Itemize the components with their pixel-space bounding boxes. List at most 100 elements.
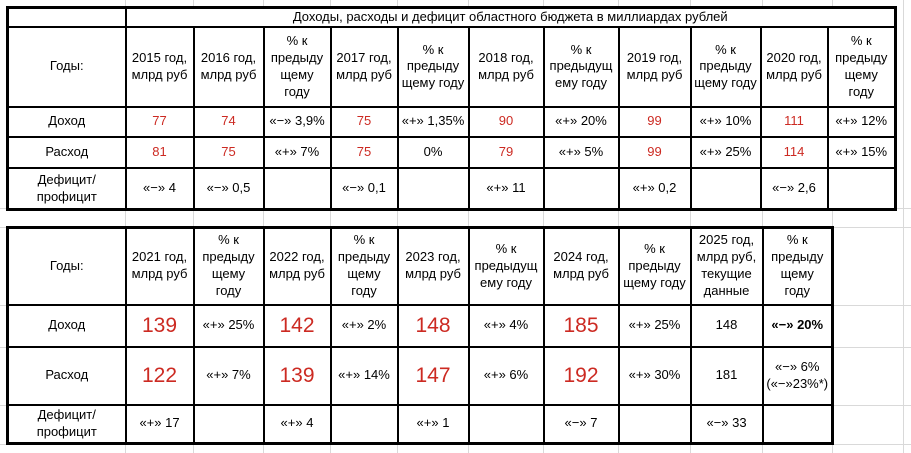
income-label[interactable]: Доход bbox=[6, 303, 127, 348]
deficit-row: Дефицит/ профицит «+» 17 «+» 4 «+» 1 «−»… bbox=[6, 403, 834, 445]
expense-pct-2020[interactable]: «+» 15% bbox=[826, 135, 897, 169]
header-pct-2017[interactable]: % к предыду щему году bbox=[396, 25, 470, 108]
expense-2023[interactable]: 147 bbox=[396, 345, 470, 406]
expense-pct-2016[interactable]: «+» 7% bbox=[262, 135, 332, 169]
deficit-label[interactable]: Дефицит/ профицит bbox=[6, 403, 127, 445]
income-2021[interactable]: 139 bbox=[124, 303, 195, 348]
header-pct-2022[interactable]: % к предыду щему году bbox=[329, 226, 399, 306]
expense-2025[interactable]: 181 bbox=[689, 345, 764, 406]
deficit-2017[interactable]: «−» 0,1 bbox=[329, 166, 399, 211]
deficit-label[interactable]: Дефицит/ профицит bbox=[6, 166, 127, 211]
header-pct-2016[interactable]: % к предыду щему году bbox=[262, 25, 332, 108]
header-pct-2019[interactable]: % к предыду щему году bbox=[689, 25, 762, 108]
deficit-2015[interactable]: «−» 4 bbox=[124, 166, 195, 211]
header-2020[interactable]: 2020 год, млрд руб bbox=[759, 25, 829, 108]
years-label-cell[interactable]: Годы: bbox=[6, 25, 127, 108]
header-2015[interactable]: 2015 год, млрд руб bbox=[124, 25, 195, 108]
header-pct-2023[interactable]: % к предыдущ ему году bbox=[467, 226, 545, 306]
header-2025[interactable]: 2025 год, млрд руб, текущие данные bbox=[689, 226, 764, 306]
deficit-pct-2018[interactable] bbox=[542, 166, 620, 211]
deficit-2024[interactable]: «−» 7 bbox=[542, 403, 620, 445]
deficit-pct-2017[interactable] bbox=[396, 166, 470, 211]
income-pct-2017[interactable]: «+» 1,35% bbox=[396, 105, 470, 138]
header-2022[interactable]: 2022 год, млрд руб bbox=[262, 226, 332, 306]
years-label-cell[interactable]: Годы: bbox=[6, 226, 127, 306]
expense-pct-2018[interactable]: «+» 5% bbox=[542, 135, 620, 169]
income-pct-2024[interactable]: «+» 25% bbox=[617, 303, 692, 348]
header-2016[interactable]: 2016 год, млрд руб bbox=[192, 25, 265, 108]
income-pct-2025[interactable]: «−» 20% bbox=[761, 303, 834, 348]
expense-2019[interactable]: 99 bbox=[617, 135, 692, 169]
expense-pct-2017[interactable]: 0% bbox=[396, 135, 470, 169]
corner-empty-cell[interactable] bbox=[6, 6, 127, 28]
header-2017[interactable]: 2017 год, млрд руб bbox=[329, 25, 399, 108]
income-2025[interactable]: 148 bbox=[689, 303, 764, 348]
income-pct-2016[interactable]: «−» 3,9% bbox=[262, 105, 332, 138]
expense-2018[interactable]: 79 bbox=[467, 135, 545, 169]
income-2019[interactable]: 99 bbox=[617, 105, 692, 138]
expense-label[interactable]: Расход bbox=[6, 135, 127, 169]
deficit-pct-2022[interactable] bbox=[329, 403, 399, 445]
deficit-2023[interactable]: «+» 1 bbox=[396, 403, 470, 445]
header-2021[interactable]: 2021 год, млрд руб bbox=[124, 226, 195, 306]
expense-2022[interactable]: 139 bbox=[262, 345, 332, 406]
expense-pct-2023[interactable]: «+» 6% bbox=[467, 345, 545, 406]
deficit-2018[interactable]: «+» 11 bbox=[467, 166, 545, 211]
income-pct-2022[interactable]: «+» 2% bbox=[329, 303, 399, 348]
table-title[interactable]: Доходы, расходы и дефицит областного бюд… bbox=[124, 6, 897, 28]
expense-pct-2019[interactable]: «+» 25% bbox=[689, 135, 762, 169]
deficit-pct-2019[interactable] bbox=[689, 166, 762, 211]
income-pct-2019[interactable]: «+» 10% bbox=[689, 105, 762, 138]
expense-2015[interactable]: 81 bbox=[124, 135, 195, 169]
income-2022[interactable]: 142 bbox=[262, 303, 332, 348]
income-2020[interactable]: 111 bbox=[759, 105, 829, 138]
budget-table-2021-2025: Годы: 2021 год, млрд руб % к предыду щем… bbox=[6, 226, 834, 445]
income-2017[interactable]: 75 bbox=[329, 105, 399, 138]
income-pct-2020[interactable]: «+» 12% bbox=[826, 105, 897, 138]
deficit-2022[interactable]: «+» 4 bbox=[262, 403, 332, 445]
deficit-2020[interactable]: «−» 2,6 bbox=[759, 166, 829, 211]
deficit-pct-2020[interactable] bbox=[826, 166, 897, 211]
income-pct-2021[interactable]: «+» 25% bbox=[192, 303, 265, 348]
expense-2017[interactable]: 75 bbox=[329, 135, 399, 169]
deficit-pct-2016[interactable] bbox=[262, 166, 332, 211]
expense-pct-2021[interactable]: «+» 7% bbox=[192, 345, 265, 406]
expense-label[interactable]: Расход bbox=[6, 345, 127, 406]
deficit-2016[interactable]: «−» 0,5 bbox=[192, 166, 265, 211]
deficit-2019[interactable]: «+» 0,2 bbox=[617, 166, 692, 211]
header-2023[interactable]: 2023 год, млрд руб bbox=[396, 226, 470, 306]
income-2024[interactable]: 185 bbox=[542, 303, 620, 348]
expense-pct-2022[interactable]: «+» 14% bbox=[329, 345, 399, 406]
income-pct-2018[interactable]: «+» 20% bbox=[542, 105, 620, 138]
expense-pct-2025[interactable]: «−» 6% («−»23%*) bbox=[761, 345, 834, 406]
income-pct-2023[interactable]: «+» 4% bbox=[467, 303, 545, 348]
expense-2021[interactable]: 122 bbox=[124, 345, 195, 406]
deficit-pct-2021[interactable] bbox=[192, 403, 265, 445]
expense-2020[interactable]: 114 bbox=[759, 135, 829, 169]
deficit-pct-2023[interactable] bbox=[467, 403, 545, 445]
deficit-pct-2025[interactable] bbox=[761, 403, 834, 445]
income-label[interactable]: Доход bbox=[6, 105, 127, 138]
deficit-pct-2024[interactable] bbox=[617, 403, 692, 445]
income-2018[interactable]: 90 bbox=[467, 105, 545, 138]
deficit-2021[interactable]: «+» 17 bbox=[124, 403, 195, 445]
header-2019[interactable]: 2019 год, млрд руб bbox=[617, 25, 692, 108]
budget-table-2015-2020: Доходы, расходы и дефицит областного бюд… bbox=[6, 6, 898, 212]
header-2018[interactable]: 2018 год, млрд руб bbox=[467, 25, 545, 108]
header-2024[interactable]: 2024 год, млрд руб bbox=[542, 226, 620, 306]
header-pct-2018[interactable]: % к предыдущ ему году bbox=[542, 25, 620, 108]
income-2015[interactable]: 77 bbox=[124, 105, 195, 138]
title-row: Доходы, расходы и дефицит областного бюд… bbox=[6, 6, 897, 28]
expense-row: Расход 81 75 «+» 7% 75 0% 79 «+» 5% 99 «… bbox=[6, 135, 897, 169]
header-pct-2025[interactable]: % к предыду щему году bbox=[761, 226, 834, 306]
income-2023[interactable]: 148 bbox=[396, 303, 470, 348]
header-pct-2020[interactable]: % к предыду щему году bbox=[826, 25, 897, 108]
header-pct-2021[interactable]: % к предыду щему году bbox=[192, 226, 265, 306]
header-pct-2024[interactable]: % к предыду щему году bbox=[617, 226, 692, 306]
expense-2024[interactable]: 192 bbox=[542, 345, 620, 406]
income-2016[interactable]: 74 bbox=[192, 105, 265, 138]
deficit-2025[interactable]: «−» 33 bbox=[689, 403, 764, 445]
expense-pct-2024[interactable]: «+» 30% bbox=[617, 345, 692, 406]
expense-2016[interactable]: 75 bbox=[192, 135, 265, 169]
